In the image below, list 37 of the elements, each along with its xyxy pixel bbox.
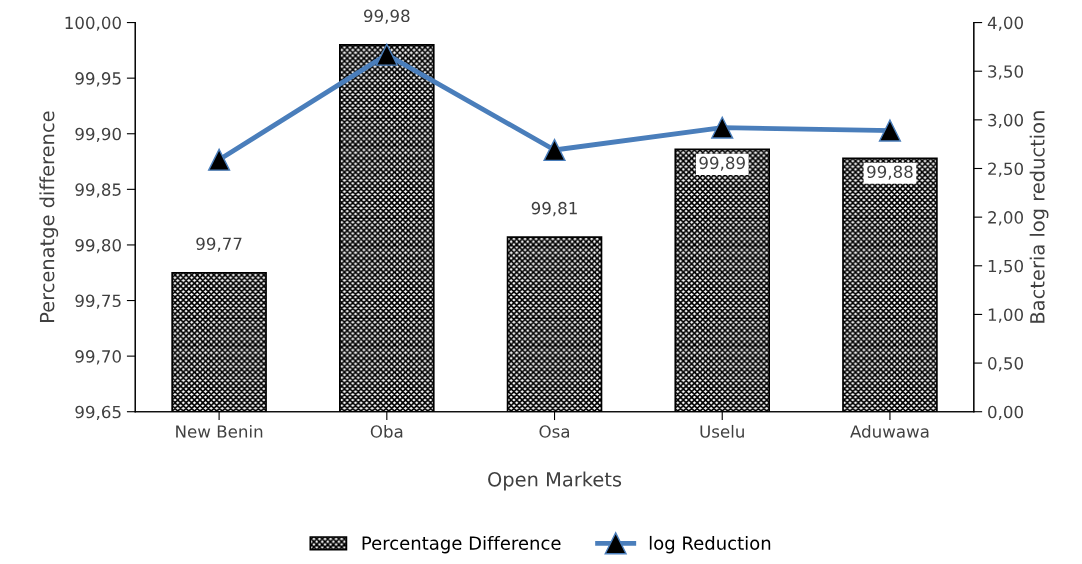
y2-tick-label: 2,50 <box>988 162 1023 177</box>
y2-tick-label: 4,00 <box>987 16 1023 31</box>
y-tick-label: 99,75 <box>75 294 121 309</box>
data-label: 99,88 <box>867 165 913 180</box>
y-tick-label: 99,85 <box>75 183 121 198</box>
y2-tick-label: 1,00 <box>988 308 1023 323</box>
y2-axis-title: Bacteria log reduction <box>1029 111 1049 323</box>
x-tick-label: Osa <box>539 425 570 438</box>
legend-label: Percentage Difference <box>362 535 561 554</box>
y-axis-title: Percenatge difference <box>39 111 59 322</box>
y2-tick-label: 1,50 <box>988 259 1023 275</box>
y2-tick-label: 3,00 <box>988 113 1023 129</box>
data-label: 99,81 <box>531 201 577 217</box>
y-tick-label: 99,90 <box>75 127 121 143</box>
point <box>543 138 566 162</box>
point <box>375 43 398 66</box>
y2-tick-label: 0,50 <box>988 357 1023 372</box>
y2-tick-label: 3,50 <box>988 65 1023 80</box>
y2-tick-label: 0,00 <box>988 405 1023 420</box>
y-tick-label: 99,70 <box>75 350 121 365</box>
x-axis-title: Open Markets <box>488 471 622 491</box>
data-label: 99,89 <box>699 156 745 171</box>
point <box>711 116 734 139</box>
y-tick-label: 99,80 <box>75 238 121 254</box>
x-tick-label: Uselu <box>700 424 744 438</box>
legend-label: log Reduction <box>649 535 771 554</box>
point <box>207 148 231 171</box>
y-tick-label: 99,65 <box>75 405 121 420</box>
x-tick-label: Oba <box>370 424 403 438</box>
x-tick-label: Aduwawa <box>850 424 929 438</box>
data-label: 99,98 <box>364 9 410 24</box>
y2-tick-label: 2,00 <box>988 211 1023 226</box>
point <box>878 119 902 142</box>
data-label: 99,77 <box>196 237 242 252</box>
y-tick-label: 99,95 <box>75 72 121 87</box>
x-tick-label: New Benin <box>176 424 263 438</box>
y-tick-label: 100,00 <box>65 16 121 31</box>
